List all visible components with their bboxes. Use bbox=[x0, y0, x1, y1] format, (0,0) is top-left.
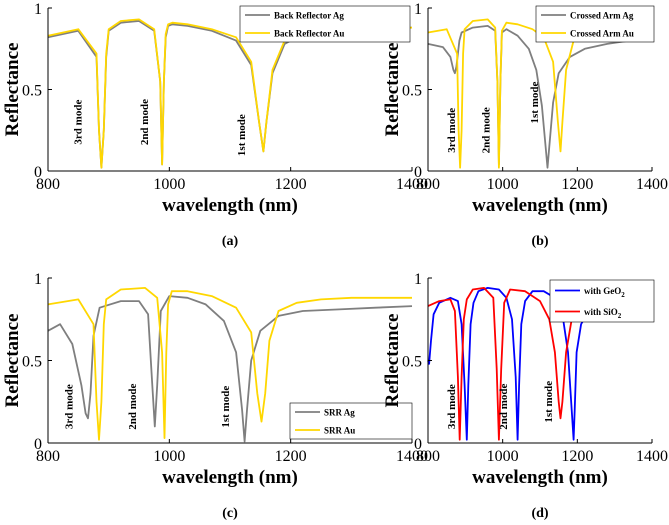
x-tick-label: 1400 bbox=[636, 176, 668, 193]
mode-label-2nd: 2nd mode bbox=[498, 384, 510, 430]
legend-entry-1: with GeO2 bbox=[584, 286, 625, 299]
x-tick-label: 1200 bbox=[275, 176, 307, 193]
series-line-1 bbox=[47, 295, 413, 443]
mode-label-1st: 1st mode bbox=[220, 386, 232, 428]
panel-label: (a) bbox=[222, 234, 239, 249]
x-tick-label: 1000 bbox=[487, 176, 519, 193]
y-axis-label: Reflectance bbox=[2, 314, 23, 408]
x-axis-label: wavelength (nm) bbox=[472, 195, 608, 216]
legend-entry-2: Back Reflector Au bbox=[274, 29, 344, 39]
legend-entry-1: Crossed Arm Ag bbox=[570, 11, 634, 21]
legend: Crossed Arm Ag Crossed Arm Au bbox=[535, 5, 655, 43]
y-tick-label: 1 bbox=[34, 271, 42, 288]
mode-label-2nd: 2nd mode bbox=[139, 99, 151, 145]
mode-label-3rd: 3rd mode bbox=[446, 384, 458, 429]
x-tick-label: 800 bbox=[416, 176, 440, 193]
legend-box bbox=[289, 402, 413, 440]
legend-entry-1: SRR Ag bbox=[324, 408, 355, 418]
legend-entry-1: Back Reflector Ag bbox=[274, 11, 344, 21]
x-tick-label: 1200 bbox=[561, 176, 593, 193]
mode-label-3rd: 3rd mode bbox=[446, 108, 458, 153]
y-axis-label: Reflectance bbox=[2, 43, 23, 137]
y-tick-label: 0.5 bbox=[402, 83, 422, 100]
legend-entry-2: with SiO2 bbox=[584, 307, 622, 320]
x-tick-label: 800 bbox=[36, 176, 60, 193]
x-tick-label: 1000 bbox=[153, 448, 185, 465]
y-tick-label: 0 bbox=[414, 164, 422, 181]
legend-entry-2: Crossed Arm Au bbox=[570, 29, 634, 39]
y-tick-label: 0 bbox=[414, 436, 422, 453]
mode-label-2nd: 2nd mode bbox=[127, 384, 139, 430]
x-tick-label: 1000 bbox=[153, 176, 185, 193]
legend: SRR Ag SRR Au bbox=[289, 402, 413, 440]
y-tick-label: 1 bbox=[414, 271, 422, 288]
mode-label-1st: 1st mode bbox=[529, 81, 541, 123]
mode-label-1st: 1st mode bbox=[543, 381, 555, 423]
series-line-1 bbox=[427, 287, 593, 441]
legend-box bbox=[239, 5, 411, 43]
y-tick-label: 0 bbox=[34, 436, 42, 453]
mode-label-2nd: 2nd mode bbox=[481, 107, 493, 153]
x-axis-label: wavelength (nm) bbox=[472, 467, 608, 488]
mode-label-3rd: 3rd mode bbox=[72, 100, 84, 145]
y-axis-label: Reflectance bbox=[382, 314, 403, 408]
x-axis-label: wavelength (nm) bbox=[162, 195, 298, 216]
y-axis-label: Reflectance bbox=[382, 43, 403, 137]
x-tick-label: 1400 bbox=[396, 448, 428, 465]
y-tick-label: 1 bbox=[34, 1, 42, 18]
x-tick-label: 1400 bbox=[396, 176, 428, 193]
x-tick-label: 1400 bbox=[636, 448, 668, 465]
legend-box bbox=[535, 5, 655, 43]
panel-label: (b) bbox=[531, 234, 548, 249]
legend-box bbox=[549, 279, 655, 323]
x-tick-label: 1200 bbox=[275, 448, 307, 465]
series-line-2 bbox=[427, 287, 579, 441]
legend: Back Reflector Ag Back Reflector Au bbox=[239, 5, 411, 43]
y-tick-label: 0.5 bbox=[22, 83, 42, 100]
panel-label: (d) bbox=[531, 506, 548, 521]
mode-label-3rd: 3rd mode bbox=[63, 384, 75, 429]
x-tick-label: 800 bbox=[36, 448, 60, 465]
legend: with GeO2 with SiO2 bbox=[549, 279, 655, 323]
legend-entry-2: SRR Au bbox=[324, 426, 355, 436]
panel-label: (c) bbox=[222, 506, 238, 521]
x-tick-label: 800 bbox=[416, 448, 440, 465]
x-axis-label: wavelength (nm) bbox=[162, 467, 298, 488]
mode-label-1st: 1st mode bbox=[236, 114, 248, 156]
series-line-2 bbox=[47, 287, 412, 441]
y-tick-label: 1 bbox=[414, 1, 422, 18]
x-tick-label: 1200 bbox=[561, 448, 593, 465]
y-tick-label: 0.5 bbox=[402, 354, 422, 371]
y-tick-label: 0 bbox=[34, 164, 42, 181]
y-tick-label: 0.5 bbox=[22, 354, 42, 371]
x-tick-label: 1000 bbox=[487, 448, 519, 465]
